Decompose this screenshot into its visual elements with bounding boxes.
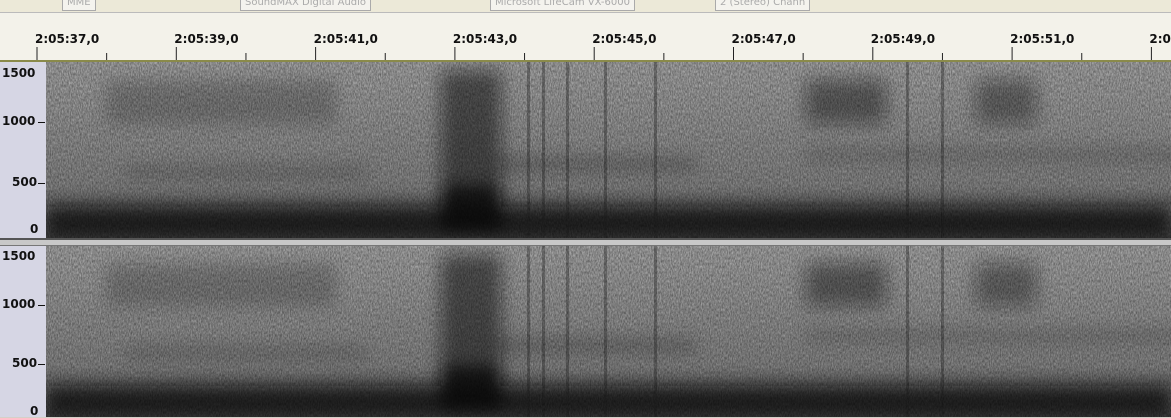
axis-label: 1500: [2, 249, 35, 263]
ruler-label: 2:05:43,0: [453, 32, 517, 46]
ruler-label: 2:05:45,0: [592, 32, 656, 46]
axis-label: 500: [12, 356, 37, 370]
device-select[interactable]: SoundMAX Digital Audio: [240, 0, 371, 11]
device-select[interactable]: 2 (Stereo) Chann: [715, 0, 810, 11]
audio-track[interactable]: 1500 1000 500 0: [0, 62, 1171, 238]
noise: [46, 62, 1171, 238]
ruler-label: 2:05:37,0: [35, 32, 99, 46]
axis-tick: [38, 183, 45, 184]
axis-label: 500: [12, 175, 37, 189]
device-select[interactable]: Microsoft LifeCam VX-6000: [490, 0, 635, 11]
spectrogram: [46, 62, 1171, 238]
device-select[interactable]: MME: [62, 0, 96, 11]
axis-label: 1000: [2, 114, 35, 128]
ruler-label: 2:05:51,0: [1010, 32, 1074, 46]
track-separator: [0, 238, 1171, 246]
ruler-label: 2:05:49,0: [871, 32, 935, 46]
ruler-label: 2:05:41,0: [314, 32, 378, 46]
vertical-axis: 1500 1000 500 0: [0, 246, 47, 417]
toolbar: MME SoundMAX Digital Audio Microsoft LifeC…: [0, 0, 1171, 13]
axis-label: 1500: [2, 66, 35, 80]
noise: [46, 246, 1171, 417]
axis-tick: [38, 305, 45, 306]
vertical-axis: 1500 1000 500 0: [0, 62, 47, 238]
page: MME SoundMAX Digital Audio Microsoft LifeC…: [0, 0, 1171, 417]
ruler-label: 2:05:47,0: [732, 32, 796, 46]
axis-label: 1000: [2, 297, 35, 311]
spectrogram: [46, 246, 1171, 417]
axis-label: 0: [30, 404, 38, 418]
timeline-ruler[interactable]: 2:05:37,0 2:05:39,0 2:05:41,0 2:05:43,0 2:05…: [0, 13, 1171, 63]
axis-tick: [38, 364, 45, 365]
ruler-label: 2:05:39,0: [174, 32, 238, 46]
axis-label: 0: [30, 222, 38, 236]
axis-tick: [38, 122, 45, 123]
ruler-label: 2:0: [1149, 32, 1171, 46]
audio-track[interactable]: 1500 1000 500 0: [0, 246, 1171, 417]
